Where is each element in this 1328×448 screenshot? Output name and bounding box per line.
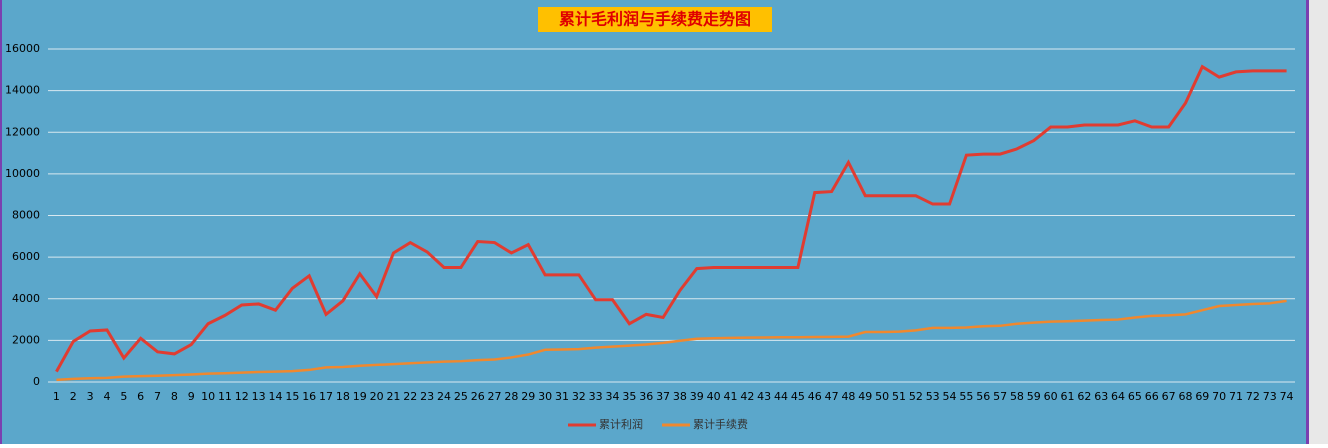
x-tick-label: 61: [1061, 390, 1075, 403]
x-tick-label: 44: [774, 390, 788, 403]
border-left: [0, 0, 2, 444]
x-tick-label: 7: [154, 390, 161, 403]
x-tick-label: 67: [1162, 390, 1176, 403]
x-tick-label: 10: [201, 390, 215, 403]
x-tick-label: 60: [1044, 390, 1058, 403]
x-tick-label: 42: [740, 390, 754, 403]
y-tick-label: 4000: [12, 292, 40, 305]
x-tick-label: 3: [87, 390, 94, 403]
legend-label: 累计手续费: [693, 417, 748, 431]
x-tick-label: 41: [723, 390, 737, 403]
x-tick-label: 39: [690, 390, 704, 403]
x-tick-label: 66: [1145, 390, 1159, 403]
x-tick-label: 34: [606, 390, 620, 403]
x-tick-label: 1: [53, 390, 60, 403]
line-series: [56, 299, 1287, 382]
line-series: [55, 64, 1287, 373]
x-tick-label: 23: [420, 390, 434, 403]
x-tick-label: 9: [188, 390, 195, 403]
x-tick-label: 24: [437, 390, 451, 403]
x-tick-label: 13: [252, 390, 266, 403]
x-tick-label: 31: [555, 390, 569, 403]
x-tick-label: 17: [319, 390, 333, 403]
x-tick-label: 8: [171, 390, 178, 403]
x-tick-label: 56: [976, 390, 990, 403]
x-tick-label: 50: [875, 390, 889, 403]
x-tick-label: 74: [1280, 390, 1294, 403]
y-tick-label: 10000: [5, 167, 40, 180]
x-tick-label: 30: [538, 390, 552, 403]
title-box: [538, 7, 772, 32]
y-tick-label: 14000: [5, 84, 40, 97]
x-tick-label: 47: [825, 390, 839, 403]
x-tick-label: 49: [858, 390, 872, 403]
x-tick-label: 5: [120, 390, 127, 403]
x-tick-label: 21: [386, 390, 400, 403]
x-tick-label: 64: [1111, 390, 1125, 403]
x-tick-label: 43: [757, 390, 771, 403]
x-tick-label: 27: [488, 390, 502, 403]
x-tick-label: 22: [403, 390, 417, 403]
x-tick-label: 14: [268, 390, 282, 403]
x-tick-label: 6: [137, 390, 144, 403]
x-tick-label: 26: [471, 390, 485, 403]
x-tick-label: 48: [841, 390, 855, 403]
x-tick-label: 65: [1128, 390, 1142, 403]
x-tick-label: 63: [1094, 390, 1108, 403]
x-tick-label: 53: [926, 390, 940, 403]
y-tick-label: 6000: [12, 250, 40, 263]
x-tick-label: 59: [1027, 390, 1041, 403]
x-tick-label: 73: [1263, 390, 1277, 403]
x-tick-label: 69: [1195, 390, 1209, 403]
x-tick-label: 33: [589, 390, 603, 403]
x-tick-label: 28: [504, 390, 518, 403]
x-tick-label: 58: [1010, 390, 1024, 403]
x-tick-label: 38: [673, 390, 687, 403]
x-tick-label: 37: [656, 390, 670, 403]
x-tick-label: 11: [218, 390, 232, 403]
x-tick-label: 40: [707, 390, 721, 403]
x-tick-label: 36: [639, 390, 653, 403]
y-tick-label: 12000: [5, 125, 40, 138]
y-tick-label: 8000: [12, 209, 40, 222]
x-tick-label: 4: [103, 390, 110, 403]
x-tick-label: 19: [353, 390, 367, 403]
y-tick-label: 2000: [12, 333, 40, 346]
x-tick-label: 51: [892, 390, 906, 403]
x-tick-label: 62: [1077, 390, 1091, 403]
chart-title: 累计毛利润与手续费走势图: [559, 10, 751, 29]
x-tick-label: 25: [454, 390, 468, 403]
x-tick-label: 16: [302, 390, 316, 403]
x-tick-label: 29: [521, 390, 535, 403]
x-tick-label: 70: [1212, 390, 1226, 403]
x-tick-label: 71: [1229, 390, 1243, 403]
border-right: [1306, 0, 1309, 444]
y-tick-label: 16000: [5, 42, 40, 55]
x-tick-label: 45: [791, 390, 805, 403]
x-tick-label: 15: [285, 390, 299, 403]
x-tick-label: 20: [370, 390, 384, 403]
x-tick-label: 68: [1178, 390, 1192, 403]
x-tick-label: 18: [336, 390, 350, 403]
scrollbar[interactable]: [1309, 0, 1328, 444]
y-tick-label: 0: [33, 375, 40, 388]
x-tick-label: 32: [572, 390, 586, 403]
x-tick-label: 2: [70, 390, 77, 403]
x-tick-label: 52: [909, 390, 923, 403]
x-tick-label: 55: [959, 390, 973, 403]
x-tick-label: 57: [993, 390, 1007, 403]
x-tick-label: 72: [1246, 390, 1260, 403]
x-tick-label: 12: [235, 390, 249, 403]
x-tick-label: 46: [808, 390, 822, 403]
legend-label: 累计利润: [599, 417, 643, 431]
x-tick-label: 54: [943, 390, 957, 403]
x-tick-label: 35: [622, 390, 636, 403]
